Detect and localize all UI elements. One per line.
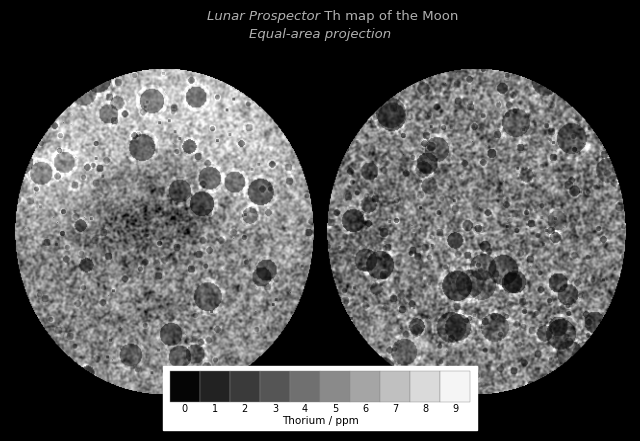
Text: 0: 0: [182, 404, 188, 414]
Text: 9: 9: [452, 404, 458, 414]
Text: 6: 6: [362, 404, 368, 414]
FancyBboxPatch shape: [163, 366, 477, 430]
Text: 5: 5: [332, 404, 338, 414]
Text: 1: 1: [212, 404, 218, 414]
Bar: [230, 371, 260, 402]
Text: 4: 4: [302, 404, 308, 414]
Text: 2: 2: [242, 404, 248, 414]
Bar: [410, 371, 440, 402]
Text: Equal-area projection: Equal-area projection: [249, 28, 391, 41]
Bar: [350, 371, 380, 402]
Bar: [170, 371, 200, 402]
Text: 3: 3: [272, 404, 278, 414]
Text: Lunar Prospector: Lunar Prospector: [207, 10, 320, 22]
Bar: [380, 371, 410, 402]
Bar: [260, 371, 290, 402]
Bar: [320, 371, 350, 402]
Text: 7: 7: [392, 404, 398, 414]
Bar: [440, 371, 470, 402]
Text: Thorium / ppm: Thorium / ppm: [282, 416, 358, 426]
Bar: [290, 371, 320, 402]
Text: Th map of the Moon: Th map of the Moon: [320, 10, 458, 22]
Text: 8: 8: [422, 404, 428, 414]
Bar: [200, 371, 230, 402]
